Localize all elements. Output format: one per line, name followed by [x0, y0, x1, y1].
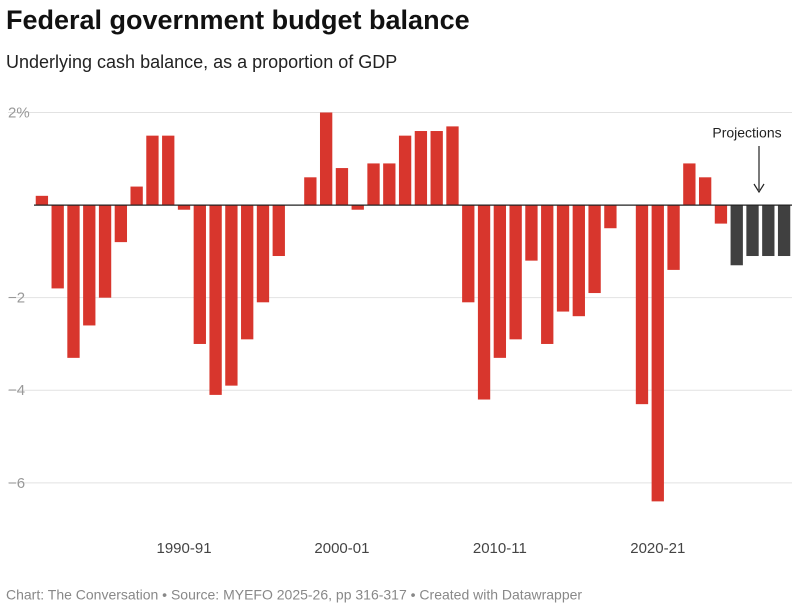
bars: [35, 112, 791, 502]
bar: [556, 205, 570, 312]
bar: [398, 135, 412, 206]
bar: [383, 163, 396, 206]
bar: [525, 205, 538, 261]
grid: 2% −2 −4 −6 1990-91 2000-01 2010-11 2020-21: [8, 104, 792, 557]
bar: [730, 205, 743, 266]
bar: [651, 205, 664, 502]
bar: [430, 131, 443, 206]
bar: [762, 205, 775, 257]
bar: [114, 205, 128, 243]
bar: [304, 177, 317, 206]
annotation-arrowhead: [753, 183, 765, 194]
bar: [604, 205, 617, 229]
bar: [746, 205, 759, 257]
bar: [209, 205, 222, 395]
bar: [572, 205, 585, 317]
bar: [162, 135, 175, 206]
bar: [67, 205, 80, 358]
bar: [98, 205, 112, 298]
bar: [446, 126, 459, 206]
bar: [319, 112, 333, 206]
bar: [667, 205, 680, 270]
bar: [541, 205, 554, 344]
x-tick-label: 2000-01: [314, 540, 369, 557]
bar: [477, 205, 491, 400]
bar: [367, 163, 380, 206]
x-tick-label: 2020-21: [630, 540, 685, 557]
annotation: Projections: [712, 125, 781, 141]
y-tick-label: −6: [8, 475, 25, 492]
bar: [83, 205, 96, 326]
bar: [509, 205, 522, 340]
chart-title: Federal government budget balance: [6, 5, 470, 35]
bar: [493, 205, 507, 358]
bar: [241, 205, 254, 340]
y-tick-label: −2: [8, 290, 25, 307]
y-tick-label: −4: [8, 382, 25, 399]
bar: [777, 205, 791, 257]
bar: [35, 195, 49, 206]
x-tick-label: 2010-11: [473, 540, 527, 557]
bar: [683, 163, 696, 206]
bar: [225, 205, 238, 386]
bar: [635, 205, 649, 405]
bar: [462, 205, 475, 303]
bar: [414, 131, 428, 206]
bar: [335, 168, 349, 206]
chart-subtitle: Underlying cash balance, as a proportion…: [6, 52, 397, 72]
source-note: Chart: The Conversation • Source: MYEFO …: [6, 587, 582, 603]
bar: [130, 186, 143, 206]
bar: [51, 205, 64, 289]
bar: [146, 135, 159, 206]
x-tick-label: 1990-91: [156, 540, 211, 557]
bar: [698, 177, 712, 206]
bar: [177, 205, 191, 210]
bar: [272, 205, 285, 257]
bar: [351, 205, 364, 210]
bar: [256, 205, 270, 303]
bar: [193, 205, 206, 344]
bar: [588, 205, 601, 294]
y-tick-label: 2%: [8, 104, 30, 121]
bar: [714, 205, 728, 224]
